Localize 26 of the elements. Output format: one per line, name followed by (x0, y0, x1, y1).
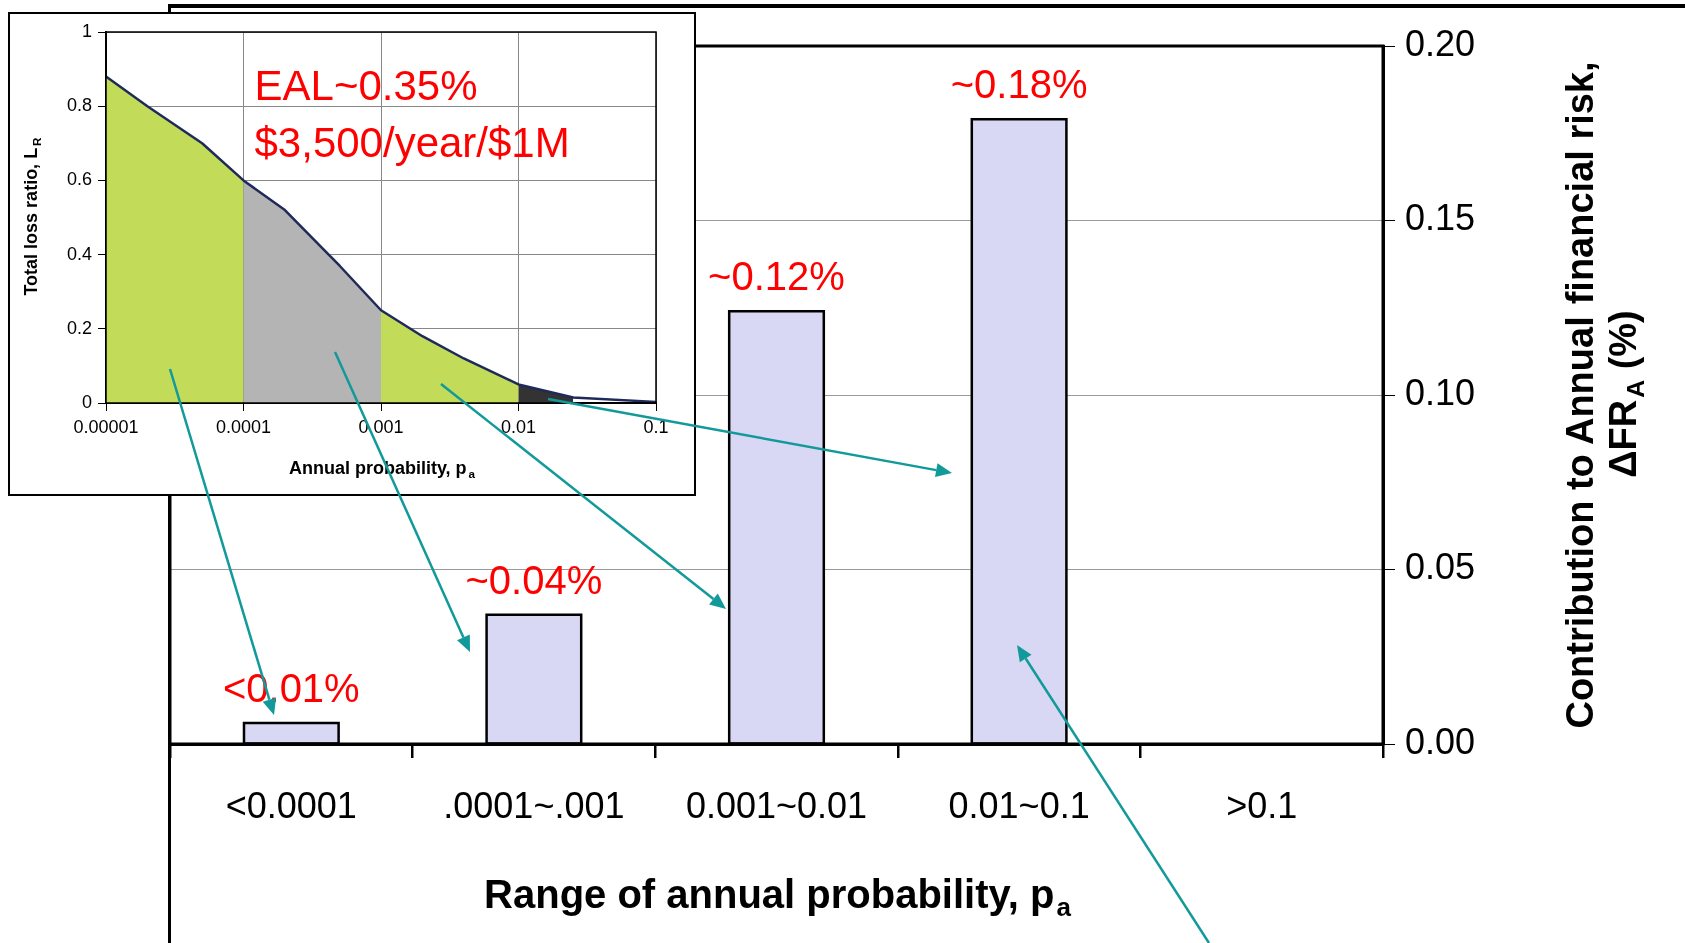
y-tick-label: 0.2 (66, 317, 92, 338)
x-tick-label: 0.01~0.1 (948, 784, 1090, 826)
x-tick-label: <0.0001 (225, 784, 357, 826)
y2-tick-label: 0.20 (1405, 22, 1476, 64)
y-tick-label: 0.6 (66, 169, 92, 190)
x-tick-label: >0.1 (1226, 784, 1298, 826)
y2-tick-label: 0.00 (1405, 720, 1476, 762)
y2-tick-label: 0.05 (1405, 546, 1476, 588)
data-label: ~0.18% (950, 62, 1088, 107)
y-axis-title: Total loss ratio, LR (20, 136, 43, 296)
x-tick-label: 0.0001 (215, 416, 272, 437)
annotation: EAL~0.35% (254, 61, 478, 109)
y-tick-label: 1 (81, 20, 92, 41)
y2-tick-label: 0.15 (1405, 197, 1476, 239)
y2-tick-label: 0.10 (1405, 371, 1476, 413)
data-label: ~0.04% (465, 557, 603, 602)
x-tick-label: 0.001~0.01 (685, 784, 868, 826)
y-tick-label: 0.8 (66, 95, 92, 116)
data-label: ~0.12% (708, 254, 845, 299)
x-tick-label: 0.01 (500, 416, 537, 437)
x-tick-label: 0.1 (643, 416, 669, 437)
y-tick-label: 0.4 (66, 243, 92, 264)
x-tick-label: 0.00001 (73, 416, 139, 437)
y-tick-label: 0 (81, 391, 92, 412)
annotation: $3,500/year/$1M (254, 118, 570, 166)
x-tick-label: .0001~.001 (443, 784, 625, 826)
